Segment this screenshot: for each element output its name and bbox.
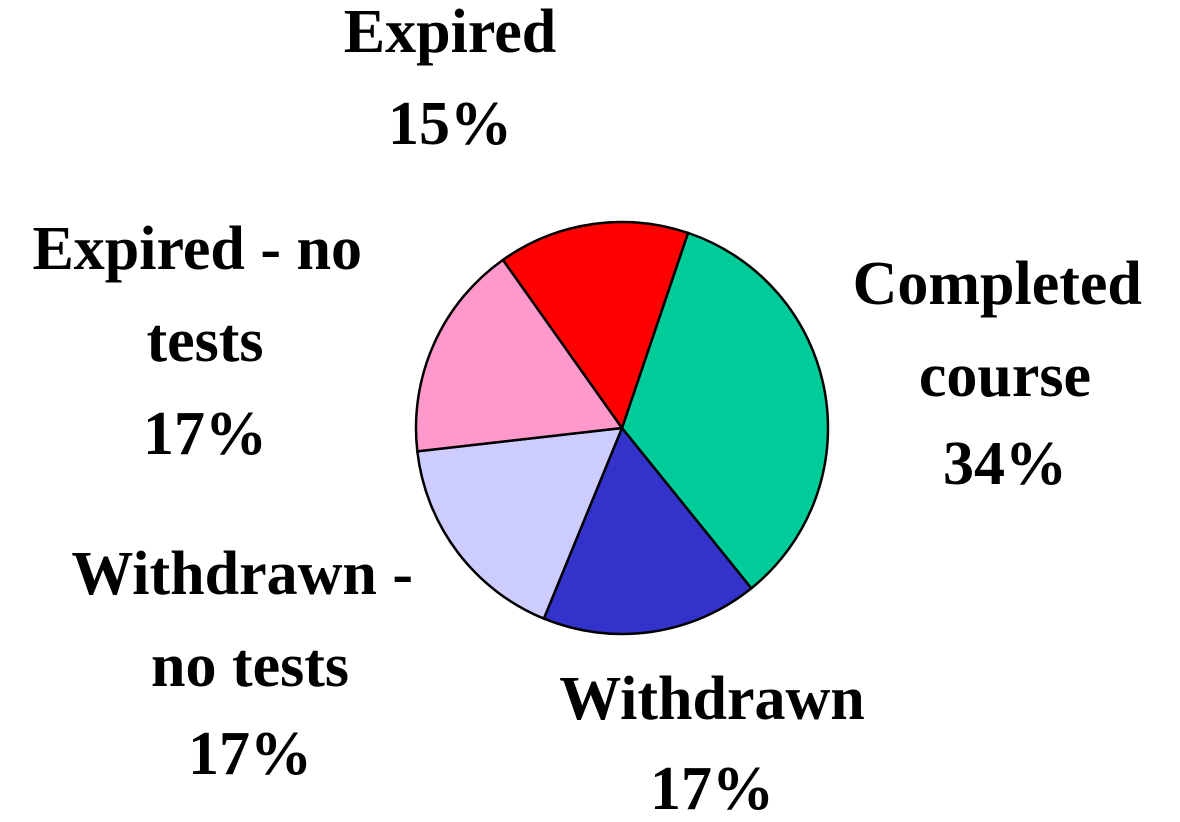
slice-value-label: 17% — [188, 720, 312, 788]
slice-label: Withdrawn — [559, 665, 865, 733]
slice-value-label: 34% — [943, 430, 1067, 498]
pie-slice — [501, 220, 690, 431]
slice-value-label: 17% — [143, 400, 267, 468]
pie-slice — [620, 231, 830, 591]
slice-label: Completed course — [853, 250, 1158, 410]
pie-slice — [414, 258, 625, 453]
slice-label: Expired — [344, 0, 556, 66]
slice-value-label: 17% — [650, 755, 774, 822]
slice-value-label: 15% — [388, 90, 512, 158]
slice-label: Expired - no tests — [32, 215, 377, 375]
pie-slice — [415, 426, 624, 621]
slice-label: Withdrawn - no tests — [71, 540, 428, 700]
pie-slice — [542, 425, 754, 636]
